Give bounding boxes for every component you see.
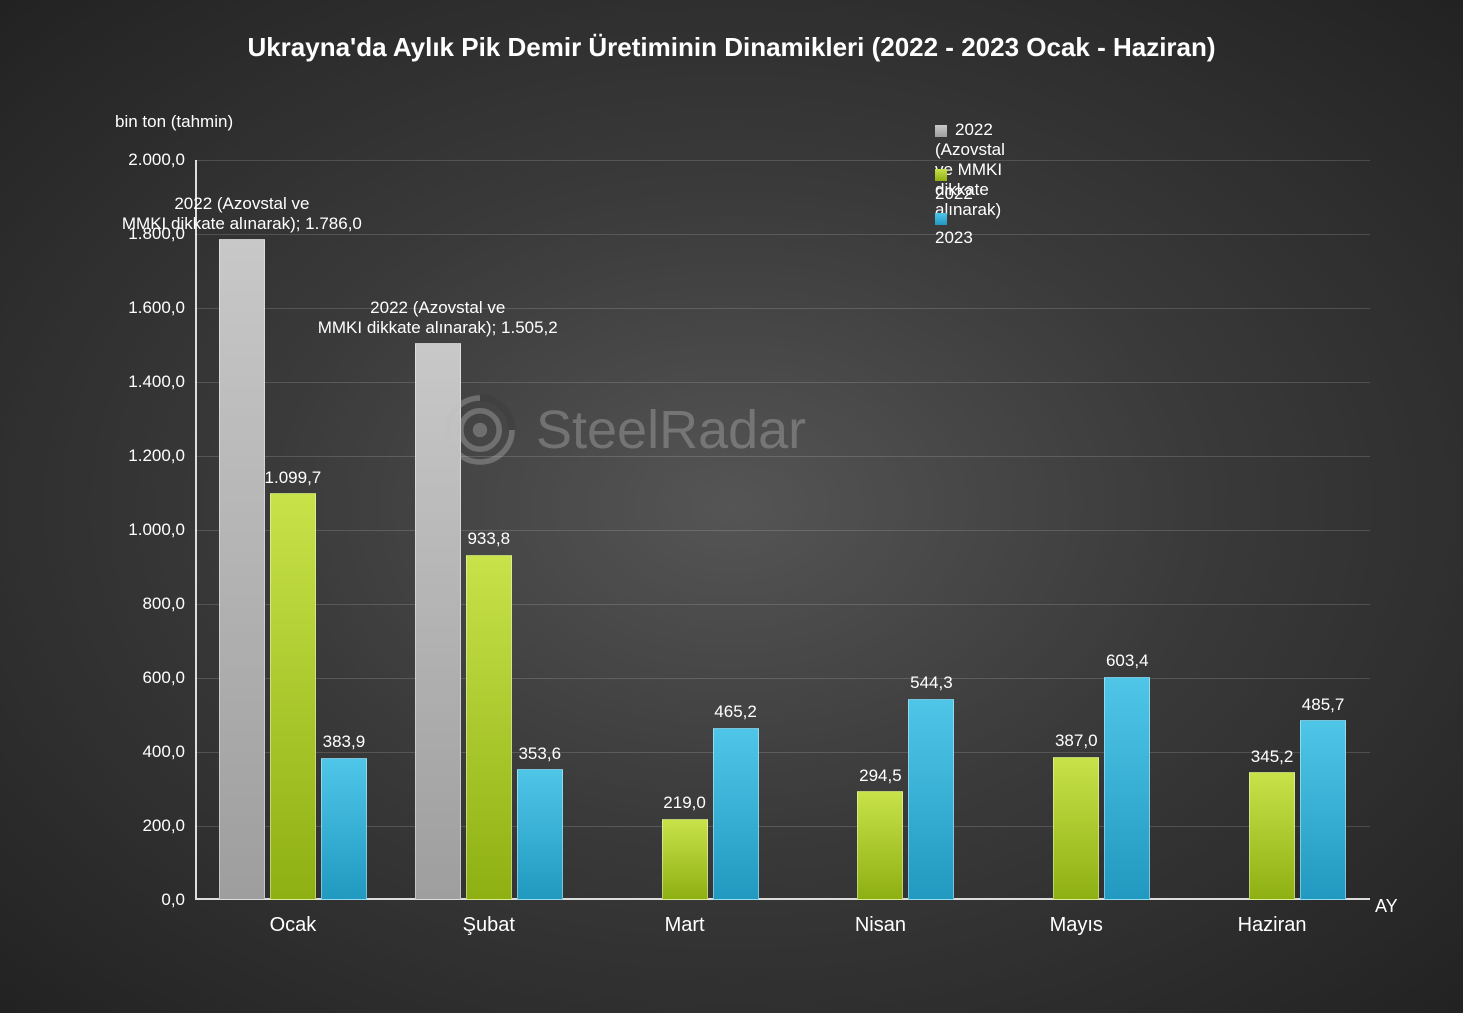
watermark-icon [440,390,520,470]
data-label: 353,6 [518,744,561,764]
bar-s2 [662,819,708,900]
category-label: Ocak [270,900,317,937]
y-tick-label: 1.600,0 [128,298,195,318]
legend-item: 2023 [935,208,973,248]
legend-label: 2023 [935,228,973,247]
data-label: 345,2 [1251,747,1294,767]
y-tick-label: 200,0 [142,816,195,836]
data-label: 294,5 [859,766,902,786]
bar-s2 [1053,757,1099,900]
data-label: 2022 (Azovstal veMMKI dikkate alınarak);… [308,298,568,337]
data-label: 1.099,7 [265,468,322,488]
gridline [195,678,1370,679]
bar-s3 [517,769,563,900]
legend-swatch [935,213,947,225]
bar-s2 [466,555,512,901]
bar-s1 [219,239,265,900]
gridline [195,604,1370,605]
category-label: Mayıs [1050,900,1103,937]
y-tick-label: 600,0 [142,668,195,688]
bar-s2 [857,791,903,900]
plot-area: 0,0200,0400,0600,0800,01.000,01.200,01.4… [195,160,1370,900]
y-tick-label: 800,0 [142,594,195,614]
data-label: 387,0 [1055,731,1098,751]
bar-s3 [908,699,954,900]
y-tick-label: 1.400,0 [128,372,195,392]
bar-s2 [1249,772,1295,900]
gridline [195,382,1370,383]
legend-swatch [935,125,947,137]
bar-s3 [713,728,759,900]
category-label: Nisan [855,900,906,937]
bar-s3 [1300,720,1346,900]
category-label: Şubat [463,900,515,937]
gridline [195,234,1370,235]
chart-title: Ukrayna'da Aylık Pik Demir Üretiminin Di… [0,32,1463,63]
y-tick-label: 1.200,0 [128,446,195,466]
data-label: 485,7 [1302,695,1345,715]
gridline [195,160,1370,161]
category-label: Haziran [1238,900,1307,937]
category-label: Mart [665,900,705,937]
legend-swatch [935,169,947,181]
data-label: 383,9 [323,732,366,752]
data-label: 2022 (Azovstal veMMKI dikkate alınarak);… [112,194,372,233]
watermark: SteelRadar [440,390,806,470]
gridline [195,530,1370,531]
data-label: 933,8 [467,529,510,549]
gridline [195,752,1370,753]
x-axis-title: AY [1375,896,1398,917]
y-tick-label: 400,0 [142,742,195,762]
legend-item: 2022 [935,164,973,204]
data-label: 219,0 [663,793,706,813]
watermark-text: SteelRadar [536,399,806,461]
y-tick-label: 0,0 [161,890,195,910]
y-axis-title: bin ton (tahmin) [115,112,233,132]
data-label: 603,4 [1106,651,1149,671]
bar-s2 [270,493,316,900]
gridline [195,826,1370,827]
data-label: 544,3 [910,673,953,693]
y-tick-label: 2.000,0 [128,150,195,170]
y-tick-label: 1.000,0 [128,520,195,540]
bar-s3 [1104,677,1150,900]
bar-s3 [321,758,367,900]
legend-label: 2022 [935,184,973,203]
x-axis-line [195,898,1370,900]
data-label: 465,2 [714,702,757,722]
